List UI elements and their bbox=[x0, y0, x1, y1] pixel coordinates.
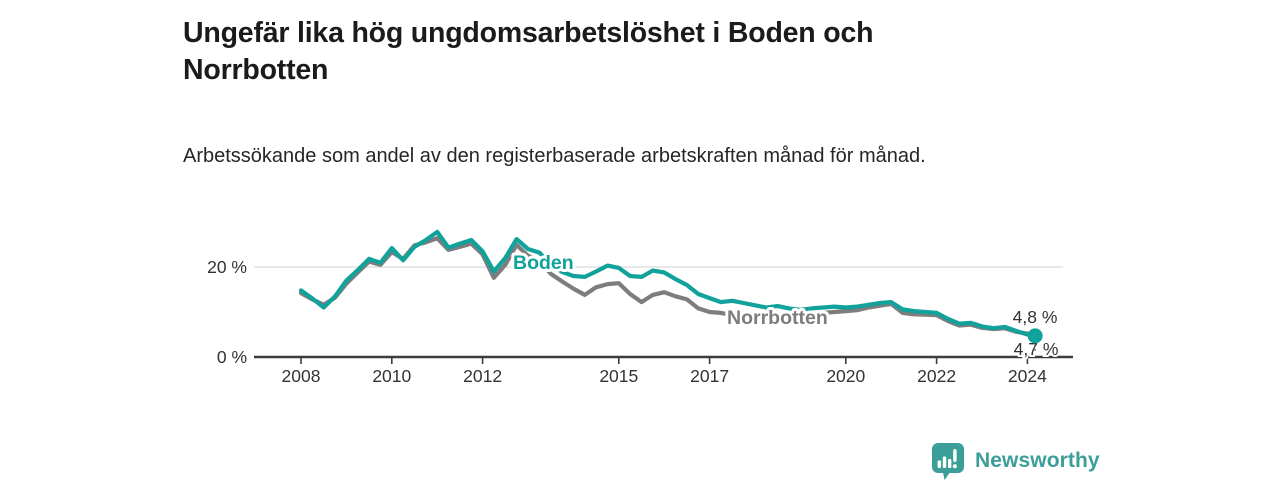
series-label-boden: Boden bbox=[513, 252, 574, 274]
x-tick-label-2012: 2012 bbox=[463, 366, 502, 386]
x-tick-label-2017: 2017 bbox=[690, 366, 729, 386]
x-tick-label-2024: 2024 bbox=[1008, 366, 1047, 386]
series-label-norrbotten: Norrbotten bbox=[727, 307, 828, 329]
end-value-label-norrbotten: 4,8 % bbox=[1013, 307, 1058, 327]
chart-subtitle: Arbetssökande som andel av den registerb… bbox=[183, 145, 926, 167]
chart-title: Ungefär lika hög ungdomsarbetslöshet i B… bbox=[183, 17, 874, 87]
x-tick-label-2015: 2015 bbox=[599, 366, 638, 386]
x-tick-label-2022: 2022 bbox=[917, 366, 956, 386]
y-tick-label-20: 20 % bbox=[207, 257, 247, 277]
newsworthy-logo[interactable]: Newsworthy bbox=[930, 442, 1100, 480]
newsworthy-logo-text: Newsworthy bbox=[975, 449, 1100, 472]
x-tick-label-2010: 2010 bbox=[372, 366, 411, 386]
y-tick-label-0: 0 % bbox=[217, 347, 247, 367]
end-dot-boden bbox=[1027, 328, 1043, 344]
x-tick-label-2020: 2020 bbox=[826, 366, 865, 386]
end-value-label-boden: 4,7 % bbox=[1014, 339, 1059, 359]
newsworthy-logo-icon bbox=[932, 443, 964, 480]
x-tick-label-2008: 2008 bbox=[282, 366, 321, 386]
series-line-boden bbox=[298, 229, 1038, 338]
